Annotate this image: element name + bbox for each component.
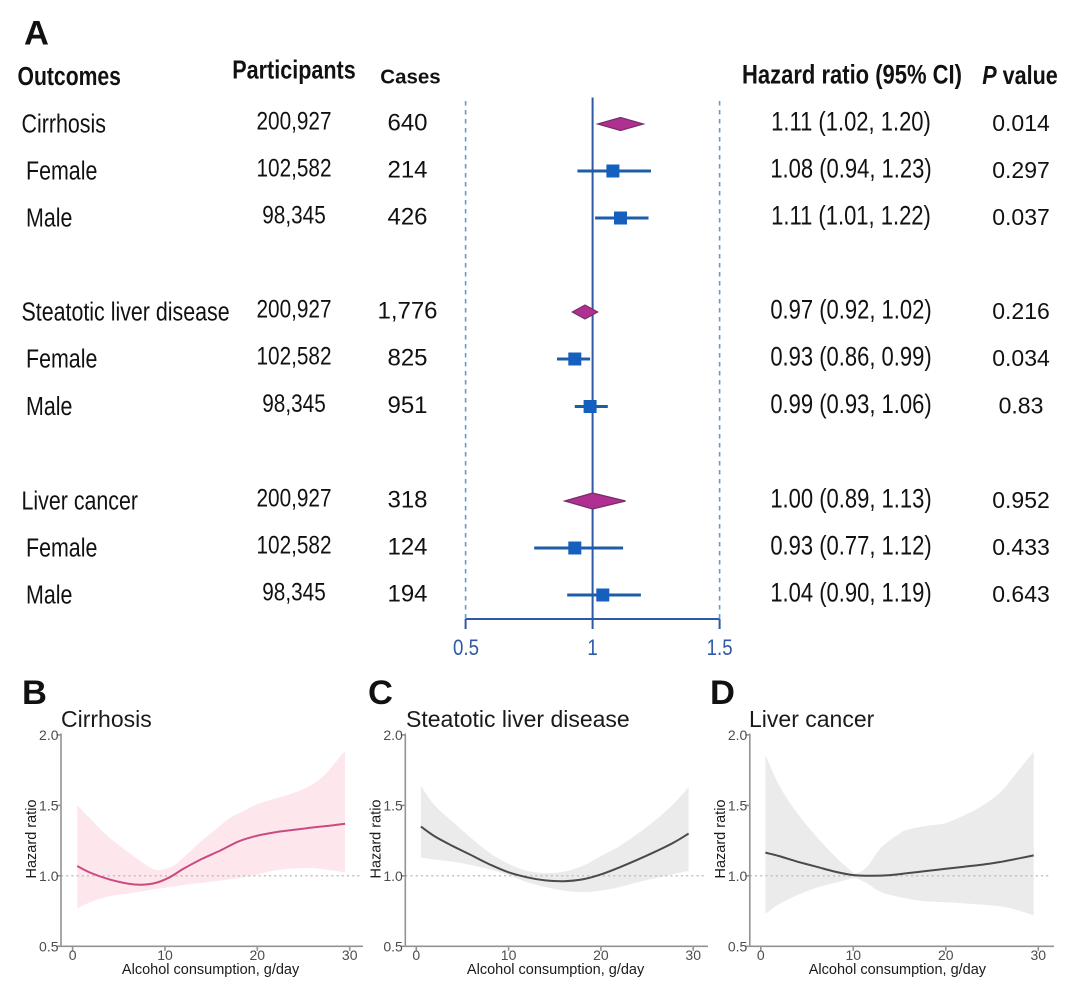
svg-text:200,927: 200,927 bbox=[257, 107, 332, 135]
svg-text:0.297: 0.297 bbox=[992, 157, 1050, 183]
svg-text:1.5: 1.5 bbox=[707, 635, 733, 660]
svg-text:Hazard ratio: Hazard ratio bbox=[368, 800, 384, 879]
svg-text:1,776: 1,776 bbox=[377, 298, 437, 325]
svg-text:102,582: 102,582 bbox=[257, 154, 332, 182]
svg-text:214: 214 bbox=[387, 157, 427, 184]
svg-text:Alcohol consumption, g/day: Alcohol consumption, g/day bbox=[809, 962, 987, 978]
svg-text:98,345: 98,345 bbox=[262, 389, 325, 417]
svg-text:426: 426 bbox=[387, 204, 427, 231]
svg-text:1.0: 1.0 bbox=[39, 868, 59, 884]
svg-text:Female: Female bbox=[26, 346, 97, 374]
svg-text:102,582: 102,582 bbox=[257, 531, 332, 559]
svg-text:Alcohol consumption, g/day: Alcohol consumption, g/day bbox=[122, 962, 300, 978]
svg-text:1.04 (0.90, 1.19): 1.04 (0.90, 1.19) bbox=[770, 579, 931, 608]
svg-text:Male: Male bbox=[26, 582, 72, 610]
svg-text:0: 0 bbox=[69, 947, 77, 963]
svg-text:1.00 (0.89, 1.13): 1.00 (0.89, 1.13) bbox=[770, 485, 931, 514]
svg-text:0: 0 bbox=[757, 947, 765, 963]
svg-text:2.0: 2.0 bbox=[728, 727, 748, 743]
svg-text:2.0: 2.0 bbox=[39, 727, 59, 743]
svg-text:0.034: 0.034 bbox=[992, 345, 1050, 371]
svg-text:0.952: 0.952 bbox=[992, 487, 1050, 513]
svg-text:D: D bbox=[710, 674, 735, 712]
svg-text:1.5: 1.5 bbox=[383, 797, 403, 813]
svg-text:20: 20 bbox=[250, 947, 266, 963]
svg-text:1.0: 1.0 bbox=[383, 868, 403, 884]
svg-text:Hazard ratio (95% CI): Hazard ratio (95% CI) bbox=[742, 61, 962, 90]
svg-text:2.0: 2.0 bbox=[383, 727, 403, 743]
svg-text:30: 30 bbox=[1031, 947, 1047, 963]
svg-text:200,927: 200,927 bbox=[257, 484, 332, 512]
svg-text:1.0: 1.0 bbox=[728, 868, 748, 884]
svg-text:Male: Male bbox=[26, 205, 72, 233]
svg-text:200,927: 200,927 bbox=[257, 295, 332, 323]
svg-text:Female: Female bbox=[26, 535, 97, 563]
svg-text:20: 20 bbox=[593, 947, 609, 963]
svg-text:10: 10 bbox=[157, 947, 173, 963]
svg-text:Cases: Cases bbox=[380, 66, 440, 89]
svg-text:10: 10 bbox=[846, 947, 862, 963]
svg-text:102,582: 102,582 bbox=[257, 342, 332, 370]
svg-text:20: 20 bbox=[938, 947, 954, 963]
svg-text:0.433: 0.433 bbox=[992, 534, 1050, 560]
svg-text:98,345: 98,345 bbox=[262, 578, 325, 606]
svg-text:1.08 (0.94, 1.23): 1.08 (0.94, 1.23) bbox=[770, 155, 931, 184]
svg-text:0.93 (0.86, 0.99): 0.93 (0.86, 0.99) bbox=[770, 343, 931, 372]
svg-text:318: 318 bbox=[387, 487, 427, 514]
svg-text:0.5: 0.5 bbox=[728, 938, 748, 954]
svg-text:1.5: 1.5 bbox=[39, 797, 59, 813]
svg-text:C: C bbox=[368, 674, 393, 712]
svg-text:98,345: 98,345 bbox=[262, 201, 325, 229]
svg-text:0.5: 0.5 bbox=[453, 635, 479, 660]
svg-text:Liver cancer: Liver cancer bbox=[22, 488, 139, 516]
svg-text:Female: Female bbox=[26, 158, 97, 186]
svg-text:Steatotic liver disease: Steatotic liver disease bbox=[406, 706, 630, 732]
svg-text:B: B bbox=[22, 674, 47, 712]
svg-text:0.83: 0.83 bbox=[999, 393, 1044, 419]
svg-text:1.11 (1.01, 1.22): 1.11 (1.01, 1.22) bbox=[771, 202, 931, 231]
svg-text:0.5: 0.5 bbox=[383, 938, 403, 954]
svg-text:194: 194 bbox=[387, 581, 427, 608]
svg-text:Alcohol consumption, g/day: Alcohol consumption, g/day bbox=[467, 962, 645, 978]
svg-text:825: 825 bbox=[387, 345, 427, 372]
svg-text:Outcomes: Outcomes bbox=[18, 62, 121, 90]
svg-text:A: A bbox=[24, 15, 49, 53]
svg-text:0.99 (0.93, 1.06): 0.99 (0.93, 1.06) bbox=[770, 390, 931, 419]
svg-text:640: 640 bbox=[387, 110, 427, 137]
svg-text:0.93 (0.77, 1.12): 0.93 (0.77, 1.12) bbox=[770, 532, 931, 561]
svg-text:Steatotic liver disease: Steatotic liver disease bbox=[22, 299, 230, 327]
svg-text:0.014: 0.014 bbox=[992, 110, 1050, 136]
svg-text:951: 951 bbox=[387, 392, 427, 419]
svg-text:0.97 (0.92, 1.02): 0.97 (0.92, 1.02) bbox=[770, 296, 931, 325]
svg-text:Cirrhosis: Cirrhosis bbox=[22, 111, 106, 139]
svg-text:30: 30 bbox=[342, 947, 358, 963]
svg-text:0: 0 bbox=[412, 947, 420, 963]
svg-text:1: 1 bbox=[587, 635, 597, 660]
svg-text:0.5: 0.5 bbox=[39, 938, 59, 954]
svg-text:124: 124 bbox=[387, 534, 427, 561]
svg-text:Cirrhosis: Cirrhosis bbox=[61, 706, 152, 732]
svg-text:Hazard ratio: Hazard ratio bbox=[713, 800, 729, 879]
svg-text:1.11 (1.02, 1.20): 1.11 (1.02, 1.20) bbox=[771, 108, 931, 137]
svg-text:Male: Male bbox=[26, 393, 72, 421]
svg-text:Hazard ratio: Hazard ratio bbox=[24, 800, 40, 879]
svg-text:P value: P value bbox=[982, 61, 1058, 90]
svg-text:10: 10 bbox=[501, 947, 517, 963]
svg-text:0.643: 0.643 bbox=[992, 581, 1050, 607]
svg-text:0.216: 0.216 bbox=[992, 298, 1050, 324]
svg-text:1.5: 1.5 bbox=[728, 797, 748, 813]
svg-text:Participants: Participants bbox=[232, 56, 355, 85]
svg-text:30: 30 bbox=[685, 947, 701, 963]
svg-text:Liver cancer: Liver cancer bbox=[749, 706, 875, 732]
svg-text:0.037: 0.037 bbox=[992, 204, 1050, 230]
